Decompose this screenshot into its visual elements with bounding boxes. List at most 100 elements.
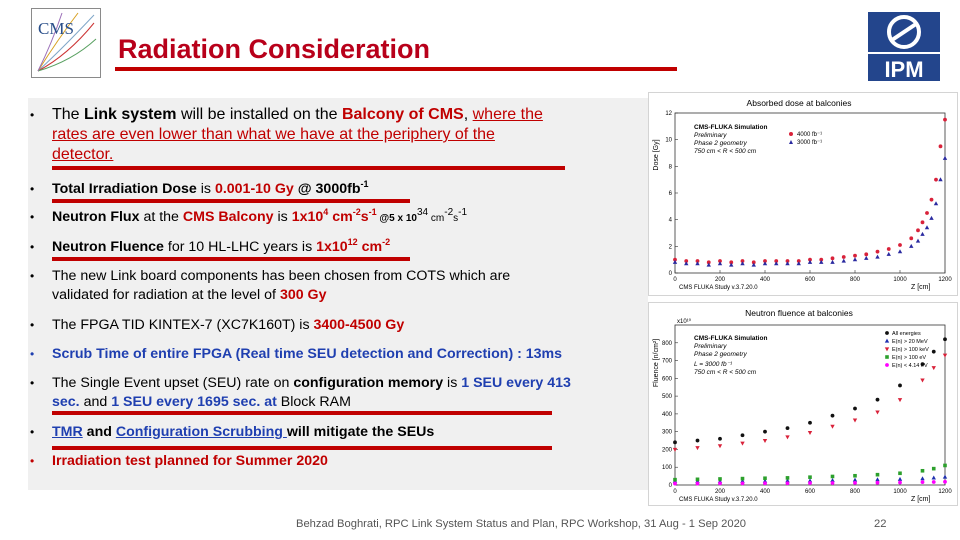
data-point: [915, 238, 921, 243]
bullet-dot: •: [30, 240, 35, 254]
absorbed-dose-chart: Absorbed dose at balconies Dose [Gy] 0 20…: [648, 92, 958, 296]
chart-footnote: CMS FLUKA Study v.3.7.20.0: [679, 497, 758, 503]
bullet-text: Total Irradiation Dose is 0.001-10 Gy @ …: [52, 179, 369, 198]
bullet-text-line2: sec. and 1 SEU every 1695 sec. at Block …: [52, 394, 351, 410]
data-point: [942, 155, 948, 160]
bullet-dot: •: [30, 425, 35, 439]
data-point: [942, 353, 948, 358]
content-panel: [28, 98, 648, 490]
data-point: [785, 261, 790, 266]
data-point: [916, 228, 920, 233]
data-point: [853, 406, 857, 411]
y-tick-label: 10: [665, 138, 672, 144]
data-point: [672, 259, 678, 264]
data-point: [920, 362, 925, 367]
data-point: [785, 481, 790, 486]
data-point: [695, 259, 700, 263]
legend-entry: 3000 fb⁻¹: [797, 140, 822, 146]
bullet-dot: •: [30, 108, 35, 122]
data-point: [852, 418, 858, 423]
bullet-text: Neutron Flux at the CMS Balcony is 1x104…: [52, 207, 468, 226]
data-point: [875, 410, 880, 415]
y-tick-label: 2: [669, 244, 673, 250]
red-underline: [52, 257, 410, 261]
legend-marker: [884, 347, 890, 352]
data-point: [830, 413, 835, 418]
data-point: [931, 466, 936, 471]
data-point: [853, 253, 857, 258]
data-point: [841, 255, 846, 259]
data-point: [934, 177, 938, 182]
y-tick-label: 12: [665, 111, 672, 117]
data-point: [909, 236, 914, 241]
chart-title: Absorbed dose at balconies: [747, 98, 852, 108]
data-point: [672, 447, 678, 452]
y-tick-label: 300: [662, 430, 673, 436]
data-point: [695, 438, 700, 443]
data-point: [931, 480, 936, 484]
data-point: [763, 429, 767, 434]
bullet-text: The FPGA TID KINTEX-7 (XC7K160T) is 3400…: [52, 317, 405, 333]
data-point: [763, 481, 767, 486]
data-point: [898, 480, 902, 485]
legend-marker: [789, 132, 793, 136]
data-point: [762, 438, 768, 443]
data-point: [808, 475, 812, 479]
x-tick-label: 0: [673, 489, 677, 495]
y-tick-label: 500: [662, 394, 673, 400]
data-point: [875, 397, 880, 402]
data-point: [751, 260, 756, 265]
bullet-text-line2: validated for radiation at the level of …: [52, 287, 327, 303]
data-point: [938, 144, 943, 149]
cms-logo-text: CMS: [38, 19, 74, 38]
bullet-dot: •: [30, 376, 35, 390]
data-point: [807, 430, 813, 435]
data-point: [740, 481, 745, 486]
data-point: [695, 261, 700, 266]
data-point: [853, 480, 857, 485]
bullet-dot: •: [30, 182, 35, 196]
bullet-text: Scrub Time of entire FPGA (Real time SEU…: [52, 346, 563, 362]
red-underline: [52, 166, 565, 170]
data-point: [852, 257, 858, 262]
data-point: [695, 477, 700, 482]
annotation-line: CMS-FLUKA Simulation: [694, 335, 767, 342]
tmr-link[interactable]: TMR: [52, 424, 83, 440]
bullet-dot: •: [30, 454, 35, 468]
data-point: [717, 261, 723, 266]
data-point: [785, 478, 790, 483]
data-point: [898, 471, 902, 476]
bullet-text: TMR and Configuration Scrubbing will mit…: [52, 424, 435, 440]
data-point: [943, 479, 947, 484]
chart-xlabel: Z [cm]: [911, 284, 930, 291]
configuration-scrubbing-link[interactable]: Configuration Scrubbing: [115, 424, 287, 440]
y-tick-label: 8: [669, 164, 673, 170]
data-point: [830, 481, 835, 485]
legend-entry: E(n) > 100 eV: [892, 355, 926, 361]
data-point: [673, 257, 677, 262]
data-point: [924, 225, 930, 230]
data-point: [925, 211, 929, 215]
data-point: [920, 220, 925, 225]
data-point: [853, 473, 857, 478]
data-point: [796, 259, 801, 263]
slide-footer: Behzad Boghrati, RPC Link System Status …: [296, 518, 747, 530]
x-tick-label: 1200: [938, 489, 952, 495]
data-point: [695, 481, 700, 486]
legend-marker: [884, 338, 890, 343]
data-point: [807, 478, 813, 483]
x-tick-label: 1200: [938, 277, 952, 283]
data-point: [943, 463, 947, 468]
data-point: [875, 480, 880, 485]
data-point: [785, 259, 790, 263]
legend-marker: [885, 355, 889, 359]
data-point: [819, 259, 824, 264]
data-point: [718, 481, 722, 486]
data-point: [929, 215, 934, 220]
x-tick-label: 800: [850, 489, 861, 495]
bullet-text: The Link system will be installed on the…: [52, 106, 543, 123]
data-point: [875, 249, 880, 254]
y-tick-label: 6: [669, 191, 673, 197]
data-point: [933, 201, 939, 206]
bullet-text-line2: rates are even lower than what we have a…: [52, 126, 495, 143]
